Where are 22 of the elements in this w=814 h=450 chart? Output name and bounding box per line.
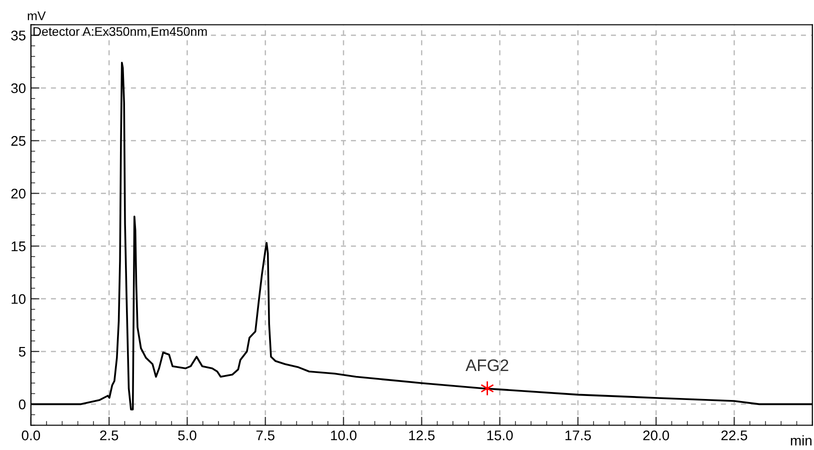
x-tick-label: 0.0 [22, 430, 40, 440]
y-tick-label: 15 [12, 242, 26, 252]
x-tick-label: 2.5 [100, 430, 118, 440]
annotation: AFG2 [466, 359, 508, 372]
y-tick-label: 0 [18, 400, 26, 410]
y-tick-label: 20 [11, 188, 26, 199]
x-tick-label: 12.5 [409, 430, 435, 440]
chart-title: Detector A:Ex350nm,Em450nm [34, 27, 207, 38]
x-tick-label: 22.5 [721, 430, 748, 440]
y-tick-label: 25 [11, 136, 26, 146]
x-tick-label: 20.0 [643, 430, 670, 440]
x-tick-label: 7.5 [256, 430, 274, 440]
y-tick-label: 35 [11, 30, 26, 40]
y-axis-title: mV [28, 12, 46, 20]
x-tick-label: 5.0 [178, 430, 196, 440]
x-tick-label: 10.0 [331, 430, 356, 440]
x-tick-label: 17.5 [565, 430, 591, 440]
y-tick-label: 30 [11, 83, 26, 94]
y-tick-label: 10 [12, 294, 26, 304]
x-tick-label: 15.0 [487, 430, 513, 440]
x-axis-title: min [790, 435, 812, 446]
y-tick-label: 5 [18, 346, 26, 357]
